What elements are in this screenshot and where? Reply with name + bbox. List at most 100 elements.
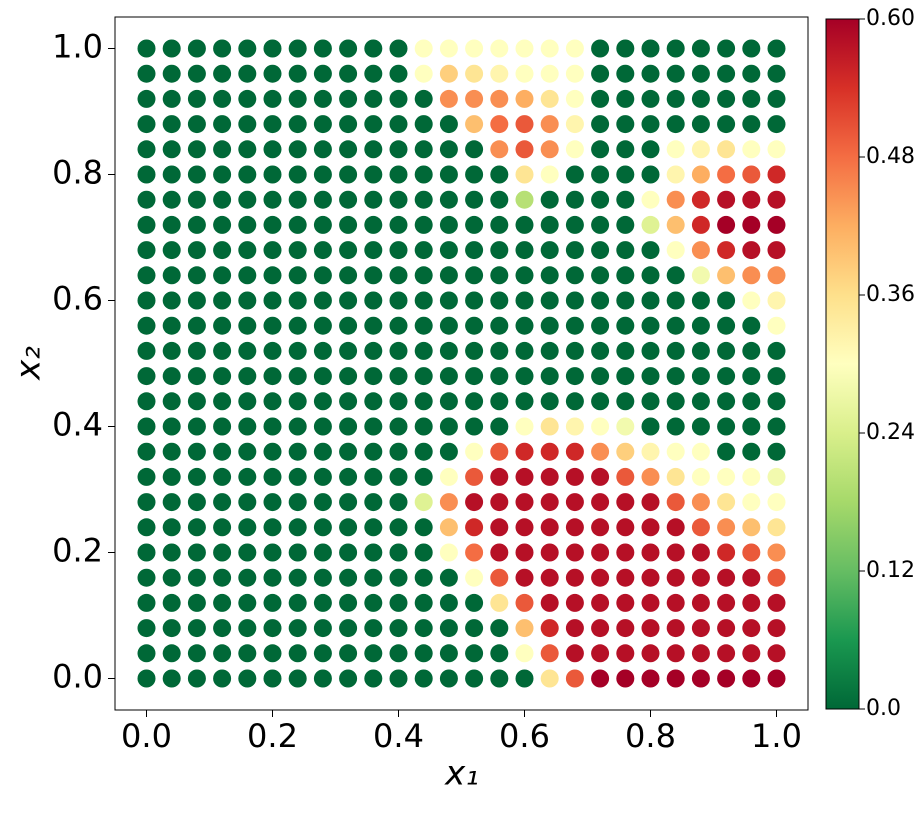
point	[742, 619, 761, 638]
point	[717, 215, 736, 234]
point	[591, 493, 610, 512]
point	[313, 215, 332, 234]
point	[767, 467, 786, 486]
point	[717, 291, 736, 310]
point	[339, 644, 358, 663]
point	[162, 215, 181, 234]
point	[465, 417, 484, 436]
point	[540, 140, 559, 159]
point	[213, 669, 232, 688]
point	[767, 39, 786, 58]
point	[313, 619, 332, 638]
point	[490, 493, 509, 512]
point	[187, 467, 206, 486]
point	[238, 669, 257, 688]
point	[389, 140, 408, 159]
point	[263, 644, 282, 663]
point	[616, 316, 635, 335]
point	[691, 39, 710, 58]
point	[162, 543, 181, 562]
point	[389, 266, 408, 285]
point	[162, 392, 181, 411]
point	[540, 467, 559, 486]
point	[389, 115, 408, 134]
point	[742, 593, 761, 612]
point	[339, 39, 358, 58]
point	[364, 417, 383, 436]
point	[565, 64, 584, 83]
point	[339, 568, 358, 587]
point	[691, 115, 710, 134]
point	[439, 367, 458, 386]
point	[389, 442, 408, 461]
point	[213, 215, 232, 234]
point	[339, 669, 358, 688]
point	[666, 316, 685, 335]
colorbar-tick-label: 0.12	[866, 558, 915, 583]
point	[238, 417, 257, 436]
point	[137, 165, 156, 184]
point	[616, 165, 635, 184]
point	[439, 165, 458, 184]
point	[137, 291, 156, 310]
point	[439, 493, 458, 512]
point	[339, 266, 358, 285]
point	[465, 518, 484, 537]
point	[565, 417, 584, 436]
point	[313, 64, 332, 83]
point	[288, 89, 307, 108]
point	[565, 115, 584, 134]
point	[591, 593, 610, 612]
point	[717, 241, 736, 260]
x-tick-label: 1.0	[751, 717, 802, 755]
point	[616, 543, 635, 562]
point	[465, 619, 484, 638]
point	[364, 89, 383, 108]
point	[414, 467, 433, 486]
point	[717, 341, 736, 360]
point	[187, 316, 206, 335]
point	[137, 190, 156, 209]
point	[213, 543, 232, 562]
point	[389, 190, 408, 209]
point	[666, 644, 685, 663]
colorbar-tick-label: 0.60	[866, 6, 915, 31]
point	[339, 543, 358, 562]
point	[742, 644, 761, 663]
point	[187, 543, 206, 562]
point	[238, 241, 257, 260]
point	[364, 291, 383, 310]
point	[364, 467, 383, 486]
point	[162, 115, 181, 134]
point	[691, 316, 710, 335]
point	[591, 518, 610, 537]
point	[565, 543, 584, 562]
point	[641, 140, 660, 159]
point	[641, 493, 660, 512]
point	[187, 241, 206, 260]
point	[339, 316, 358, 335]
point	[213, 89, 232, 108]
point	[540, 669, 559, 688]
point	[490, 619, 509, 638]
point	[187, 140, 206, 159]
point	[717, 266, 736, 285]
point	[364, 593, 383, 612]
point	[490, 543, 509, 562]
point	[465, 367, 484, 386]
point	[137, 266, 156, 285]
point	[137, 467, 156, 486]
point	[263, 518, 282, 537]
point	[767, 140, 786, 159]
point	[414, 493, 433, 512]
point	[187, 89, 206, 108]
point	[691, 619, 710, 638]
point	[742, 568, 761, 587]
point	[187, 64, 206, 83]
point	[742, 493, 761, 512]
point	[263, 190, 282, 209]
point	[439, 64, 458, 83]
point	[187, 593, 206, 612]
point	[616, 518, 635, 537]
point	[187, 341, 206, 360]
